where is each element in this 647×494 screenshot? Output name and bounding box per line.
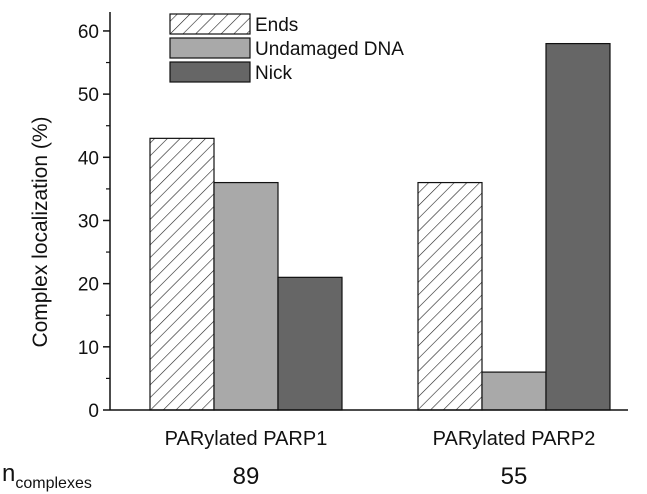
complex-counts: ncomplexes 89 55 xyxy=(2,460,527,492)
n-complexes-label: ncomplexes xyxy=(2,460,92,492)
bar-nick xyxy=(545,42,611,411)
y-tick-label: 50 xyxy=(78,85,99,106)
legend-label: Undamaged DNA xyxy=(255,39,404,60)
bar-undamaged-dna xyxy=(213,181,279,411)
y-tick-label: 20 xyxy=(78,275,99,296)
x-category-labels: PARylated PARP1 PARylated PARP2 xyxy=(165,428,596,450)
bar-undamaged-dna xyxy=(481,371,547,411)
y-axis-title: Complex localization (%) xyxy=(29,116,52,347)
y-tick-label: 30 xyxy=(78,211,99,232)
x-category-label: PARylated PARP1 xyxy=(165,428,328,450)
legend-swatch-ends xyxy=(169,13,251,35)
x-category-label: PARylated PARP2 xyxy=(433,428,596,450)
y-ticks: 0 10 20 30 40 50 60 xyxy=(78,22,110,422)
legend-swatch-undamaged-dna xyxy=(169,37,251,59)
bar-ends xyxy=(417,181,483,411)
axes xyxy=(109,12,628,411)
count-value: 89 xyxy=(233,463,260,490)
y-tick-label: 40 xyxy=(78,148,99,169)
y-tick-label: 0 xyxy=(88,401,99,422)
bars-layer xyxy=(149,42,611,411)
y-tick-label: 10 xyxy=(78,338,99,359)
legend-label: Ends xyxy=(255,15,298,36)
legend-swatch-nick xyxy=(169,61,251,83)
count-value: 55 xyxy=(501,463,528,490)
y-tick-label: 60 xyxy=(78,22,99,43)
legend-label: Nick xyxy=(255,63,292,84)
bar-ends xyxy=(149,137,215,411)
bar-nick xyxy=(277,276,343,411)
legend: Ends Undamaged DNA Nick xyxy=(169,13,404,84)
